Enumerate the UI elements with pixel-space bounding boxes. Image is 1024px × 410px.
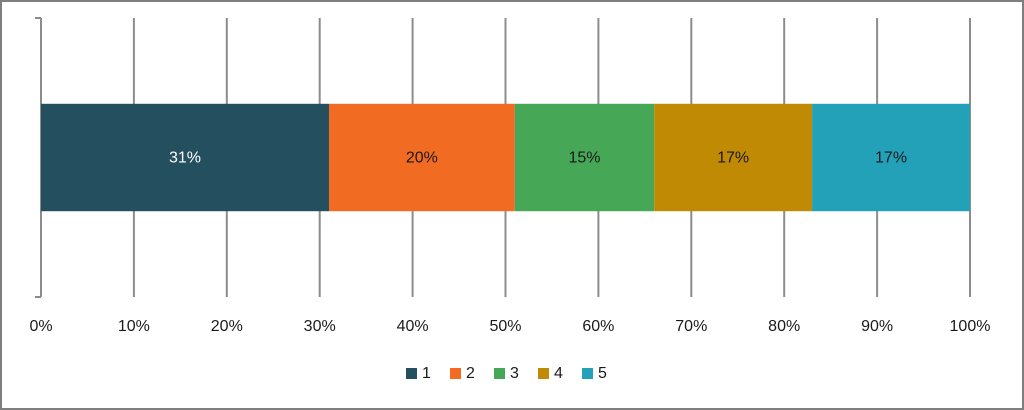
bar-segment	[41, 103, 329, 212]
x-tick-label: 20%	[211, 318, 243, 335]
value-label: 31%	[169, 150, 201, 167]
legend-swatch	[450, 368, 461, 379]
x-tick-label: 100%	[950, 318, 991, 335]
x-tick-label: 30%	[304, 318, 336, 335]
x-tick-label: 0%	[29, 318, 52, 335]
legend-label: 4	[554, 365, 563, 382]
legend-label: 1	[422, 365, 431, 382]
x-tick-label: 70%	[675, 318, 707, 335]
value-label: 17%	[717, 150, 749, 167]
x-tick-label: 40%	[397, 318, 429, 335]
bar-segment	[654, 103, 813, 212]
x-tick-label: 50%	[489, 318, 521, 335]
x-tick-label: 60%	[582, 318, 614, 335]
x-tick-label: 90%	[861, 318, 893, 335]
x-tick-label: 10%	[118, 318, 150, 335]
value-label: 17%	[875, 150, 907, 167]
legend-swatch	[406, 368, 417, 379]
legend-label: 2	[466, 365, 475, 382]
value-label: 15%	[568, 150, 600, 167]
bar-segment	[514, 103, 655, 212]
legend-swatch	[582, 368, 593, 379]
legend-label: 3	[510, 365, 519, 382]
legend-label: 5	[598, 365, 607, 382]
x-tick-label: 80%	[768, 318, 800, 335]
value-label: 20%	[406, 150, 438, 167]
bar-segment	[812, 103, 970, 212]
legend-swatch	[538, 368, 549, 379]
bar-segment	[328, 103, 515, 212]
legend-swatch	[494, 368, 505, 379]
